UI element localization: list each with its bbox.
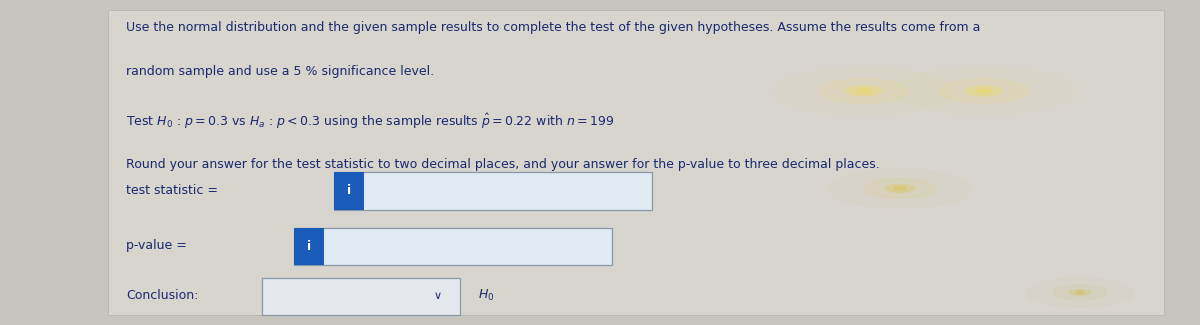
Circle shape	[774, 67, 954, 115]
Circle shape	[938, 79, 1030, 103]
Circle shape	[977, 89, 991, 93]
Circle shape	[1069, 290, 1091, 295]
Circle shape	[894, 67, 1074, 115]
Text: test statistic =: test statistic =	[126, 184, 222, 197]
Circle shape	[1054, 285, 1108, 300]
Circle shape	[818, 79, 910, 103]
Circle shape	[886, 185, 914, 192]
FancyBboxPatch shape	[108, 10, 1164, 315]
FancyBboxPatch shape	[294, 227, 324, 265]
Circle shape	[846, 86, 882, 96]
Text: Round your answer for the test statistic to two decimal places, and your answer : Round your answer for the test statistic…	[126, 158, 880, 171]
Text: Conclusion:: Conclusion:	[126, 289, 198, 302]
Text: random sample and use a 5 % significance level.: random sample and use a 5 % significance…	[126, 65, 434, 78]
Circle shape	[864, 179, 936, 198]
FancyBboxPatch shape	[294, 227, 612, 265]
Text: ∨: ∨	[434, 291, 442, 301]
Circle shape	[857, 89, 871, 93]
FancyBboxPatch shape	[334, 172, 364, 210]
FancyBboxPatch shape	[334, 172, 652, 210]
Circle shape	[1075, 291, 1085, 294]
Text: Use the normal distribution and the given sample results to complete the test of: Use the normal distribution and the give…	[126, 21, 980, 34]
Text: i: i	[307, 240, 311, 253]
Circle shape	[828, 169, 972, 208]
Text: i: i	[347, 185, 350, 197]
Text: $H_0$: $H_0$	[478, 288, 494, 303]
Text: Test $H_0$ : $p = 0.3$ vs $H_a$ : $p < 0.3$ using the sample results $\hat{p} = : Test $H_0$ : $p = 0.3$ vs $H_a$ : $p < 0…	[126, 112, 614, 131]
Circle shape	[966, 86, 1002, 96]
FancyBboxPatch shape	[262, 278, 460, 315]
Text: p-value =: p-value =	[126, 239, 191, 252]
Circle shape	[894, 187, 906, 190]
